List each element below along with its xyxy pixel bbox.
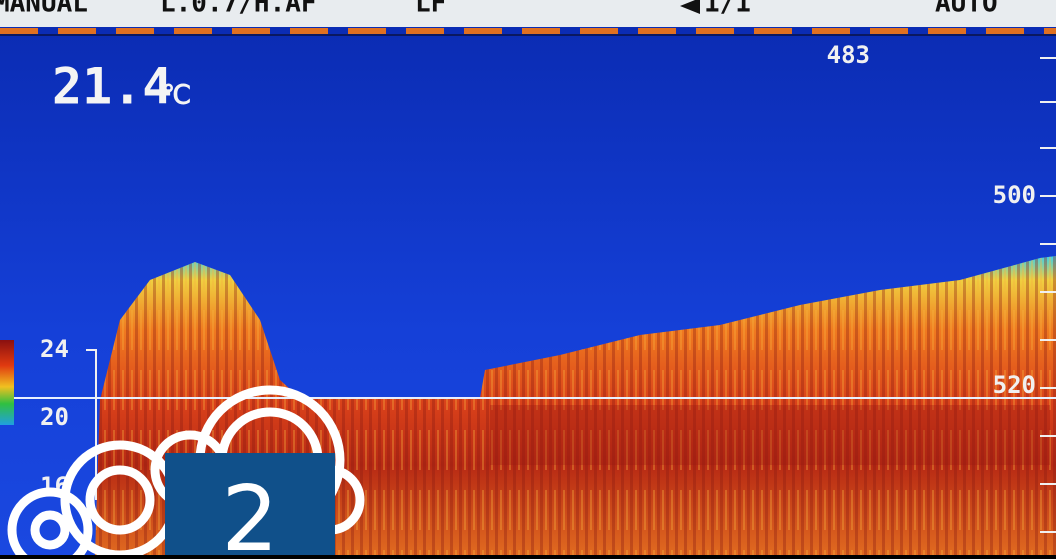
color-scale: 24 20 16 <box>40 335 69 500</box>
mode: MANUAL <box>0 0 88 19</box>
range-mode: AUTO <box>935 0 998 19</box>
badge <box>165 453 335 559</box>
gain: L.0.7/H.AF <box>160 0 317 19</box>
color-scale-bar <box>0 340 14 425</box>
depth-ticks <box>1040 57 1056 533</box>
page: 1/1 <box>704 0 751 19</box>
depth-label: 520 <box>993 371 1036 399</box>
depth-label: 500 <box>993 181 1036 209</box>
badge-number: 2 <box>221 467 278 555</box>
color-label: 20 <box>40 403 69 431</box>
status-items: MANUAL L.0.7/H.AF LF 1/1 AUTO <box>0 0 998 19</box>
frequency: LF <box>415 0 446 19</box>
arrow-icon <box>680 0 700 14</box>
temperature-unit: ℃ <box>162 81 191 111</box>
depth-label: 483 <box>827 41 870 69</box>
bottom-layer <box>490 405 1050 465</box>
depth-scale: 483 500 520 <box>827 41 1036 399</box>
temperature: 21.4 ℃ <box>52 58 191 116</box>
color-label: 24 <box>40 335 69 363</box>
temperature-value: 21.4 <box>52 58 172 116</box>
status-bar <box>0 0 1056 27</box>
